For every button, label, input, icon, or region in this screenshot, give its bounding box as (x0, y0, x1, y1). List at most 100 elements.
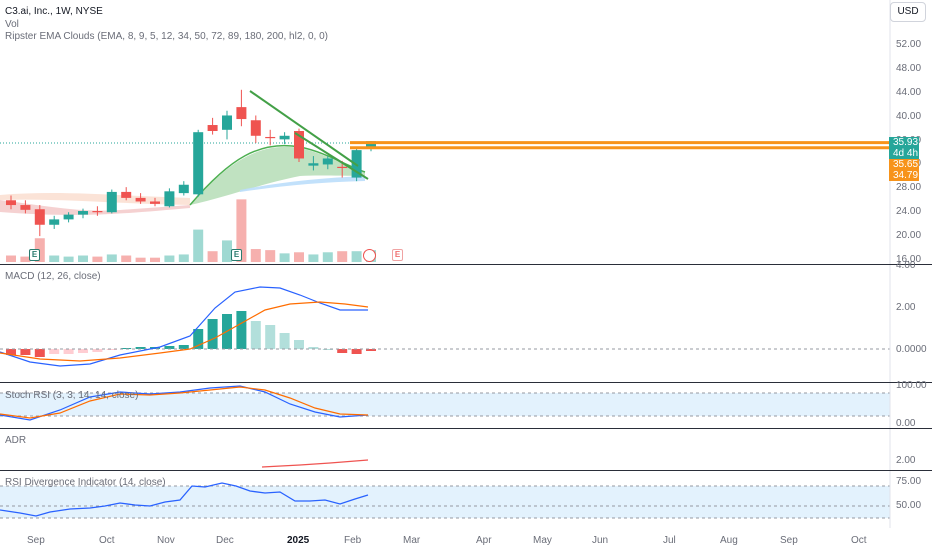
volume-bar (222, 240, 232, 262)
macd-histogram-bar (106, 349, 117, 350)
pane-divider[interactable] (0, 428, 932, 429)
stoch-rsi-legend: Stoch RSI (3, 3, 14, 14, close) (5, 390, 139, 401)
symbol-title: C3.ai, Inc., 1W, NYSE (5, 6, 103, 17)
time-axis-label: Jul (663, 535, 676, 546)
volume-bar (63, 256, 74, 262)
earnings-badge-upcoming[interactable]: E (392, 249, 403, 261)
volume-bar (193, 229, 204, 262)
time-axis-label: Mar (403, 535, 421, 546)
candle-body (294, 131, 304, 159)
macd-histogram-bar (366, 349, 376, 351)
stoch-d-line (0, 386, 369, 419)
candle-body (207, 125, 218, 131)
price-axis-label: 44.00 (896, 86, 922, 98)
candle-body (92, 211, 103, 213)
candle-body (150, 201, 160, 204)
candle-body (164, 191, 175, 207)
stoch-axis-label: 0.00 (896, 418, 916, 429)
volume-bar (322, 252, 333, 262)
rsi-line (0, 482, 369, 517)
time-axis-label: May (533, 535, 552, 546)
ema-cloud-slow (0, 193, 190, 205)
macd-histogram-bar (207, 319, 218, 349)
volume-bar (207, 251, 218, 262)
price-axis-label: 20.00 (896, 230, 922, 242)
trendline (294, 132, 369, 180)
volume-bar (250, 249, 261, 262)
macd-histogram-bar (6, 349, 16, 355)
pane-divider[interactable] (0, 382, 932, 383)
stoch-k-line (0, 385, 369, 421)
volume-bar (337, 251, 348, 262)
time-axis-label: Sep (780, 535, 798, 546)
ema-cloud-fast (190, 146, 365, 205)
candle-body (265, 136, 276, 139)
earnings-badge[interactable]: E (231, 249, 242, 261)
macd-axis-label: 0.0000 (896, 344, 927, 355)
volume-bar (121, 255, 132, 262)
pane-divider[interactable] (0, 470, 932, 471)
earnings-badge[interactable]: E (29, 249, 40, 261)
candle-body (20, 205, 31, 210)
macd-line (0, 286, 368, 367)
macd-histogram-bar (337, 349, 348, 353)
macd-histogram-bar (63, 349, 74, 354)
volume-bar (279, 253, 290, 262)
stoch-band (0, 393, 890, 416)
macd-histogram-bar (279, 333, 290, 349)
volume-bar (20, 256, 31, 262)
candle-body (6, 200, 16, 206)
rsi-axis-label: 50.00 (896, 500, 922, 511)
candle-body (337, 166, 348, 169)
dividend-flash-icon[interactable] (363, 249, 376, 262)
currency-button[interactable]: USD (890, 2, 926, 22)
volume-bar (265, 250, 276, 262)
ema-cloud-legend: Ripster EMA Clouds (EMA, 8, 9, 5, 12, 34… (5, 31, 328, 42)
volume-bar (308, 254, 319, 262)
price-axis-label: 28.00 (896, 182, 922, 194)
price-axis-label: 16.00 (896, 254, 922, 265)
macd-histogram-bar (178, 345, 189, 349)
volume-bar (78, 255, 88, 262)
macd-histogram-bar (265, 325, 276, 349)
level-tag-1: 35.65 (889, 159, 919, 170)
candle-body (63, 214, 74, 220)
macd-histogram-bar (78, 349, 88, 353)
pane-divider[interactable] (0, 264, 932, 265)
volume-legend: Vol (5, 19, 19, 30)
volume-bar (236, 199, 247, 262)
candle-body (250, 120, 261, 136)
candle-body (193, 132, 204, 195)
price-axis-label: 40.00 (896, 110, 922, 122)
macd-axis-label: 4.00 (896, 260, 916, 271)
rsi-legend: RSI Divergence Indicator (14, close) (5, 477, 166, 488)
volume-bar (351, 251, 362, 262)
candle-body (178, 184, 189, 194)
macd-axis-label: 2.00 (896, 302, 916, 313)
volume-bar (135, 257, 146, 262)
candle-body (322, 158, 333, 165)
macd-histogram-bar (236, 311, 247, 349)
volume-bar (92, 256, 103, 262)
ema-cloud-long (240, 176, 365, 192)
price-axis-label: 52.00 (896, 39, 922, 50)
rsi-axis-label: 75.00 (896, 476, 922, 487)
trendline (249, 90, 359, 167)
time-axis-label: 2025 (287, 535, 310, 546)
candle-body (366, 141, 376, 149)
candle-body (279, 135, 290, 140)
time-axis-label: Sep (27, 535, 45, 546)
adr-line (261, 459, 369, 468)
adr-axis-label: 2.00 (896, 455, 916, 466)
macd-histogram-bar (92, 349, 103, 352)
macd-histogram-bar (20, 349, 31, 355)
candle-body (121, 191, 132, 198)
volume-bar (150, 257, 160, 262)
macd-histogram-bar (351, 349, 362, 354)
candle-body (135, 197, 146, 202)
macd-legend: MACD (12, 26, close) (5, 271, 101, 282)
time-axis-label: Apr (476, 535, 492, 546)
time-axis-label: Nov (157, 535, 175, 546)
candle-body (222, 115, 232, 130)
